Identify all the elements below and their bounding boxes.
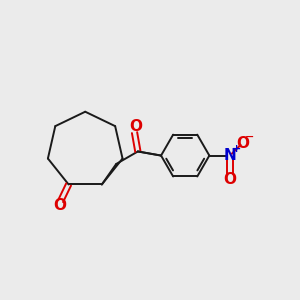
Text: O: O xyxy=(224,172,236,187)
Text: O: O xyxy=(129,118,142,134)
Text: +: + xyxy=(232,144,241,154)
Text: N: N xyxy=(224,148,236,163)
Text: O: O xyxy=(53,198,66,213)
Text: −: − xyxy=(245,132,254,142)
Text: O: O xyxy=(236,136,250,151)
